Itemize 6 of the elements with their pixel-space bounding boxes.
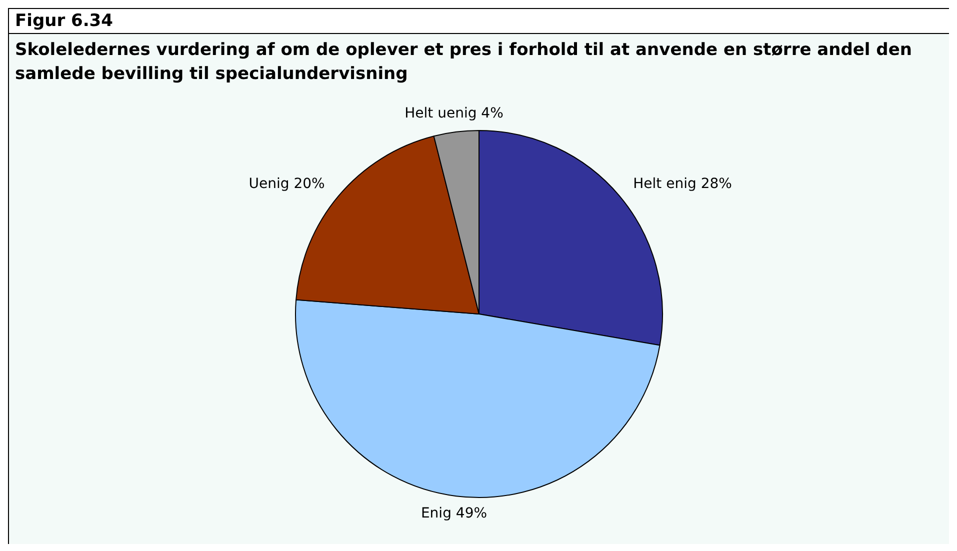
slice-label: Uenig 20%	[248, 176, 325, 192]
slice-label: Enig 49%	[420, 506, 488, 522]
text: Figur 6.34	[9, 8, 949, 34]
slice-label: Helt enig 28%	[633, 176, 732, 192]
slice-label: Helt uenig 4%	[404, 106, 504, 122]
chart-subtitle: Skoleledernes vurdering af om de oplever et pres i forhold til at anvende en større andel den samlede bevilling til specialundervisning	[14, 39, 913, 86]
